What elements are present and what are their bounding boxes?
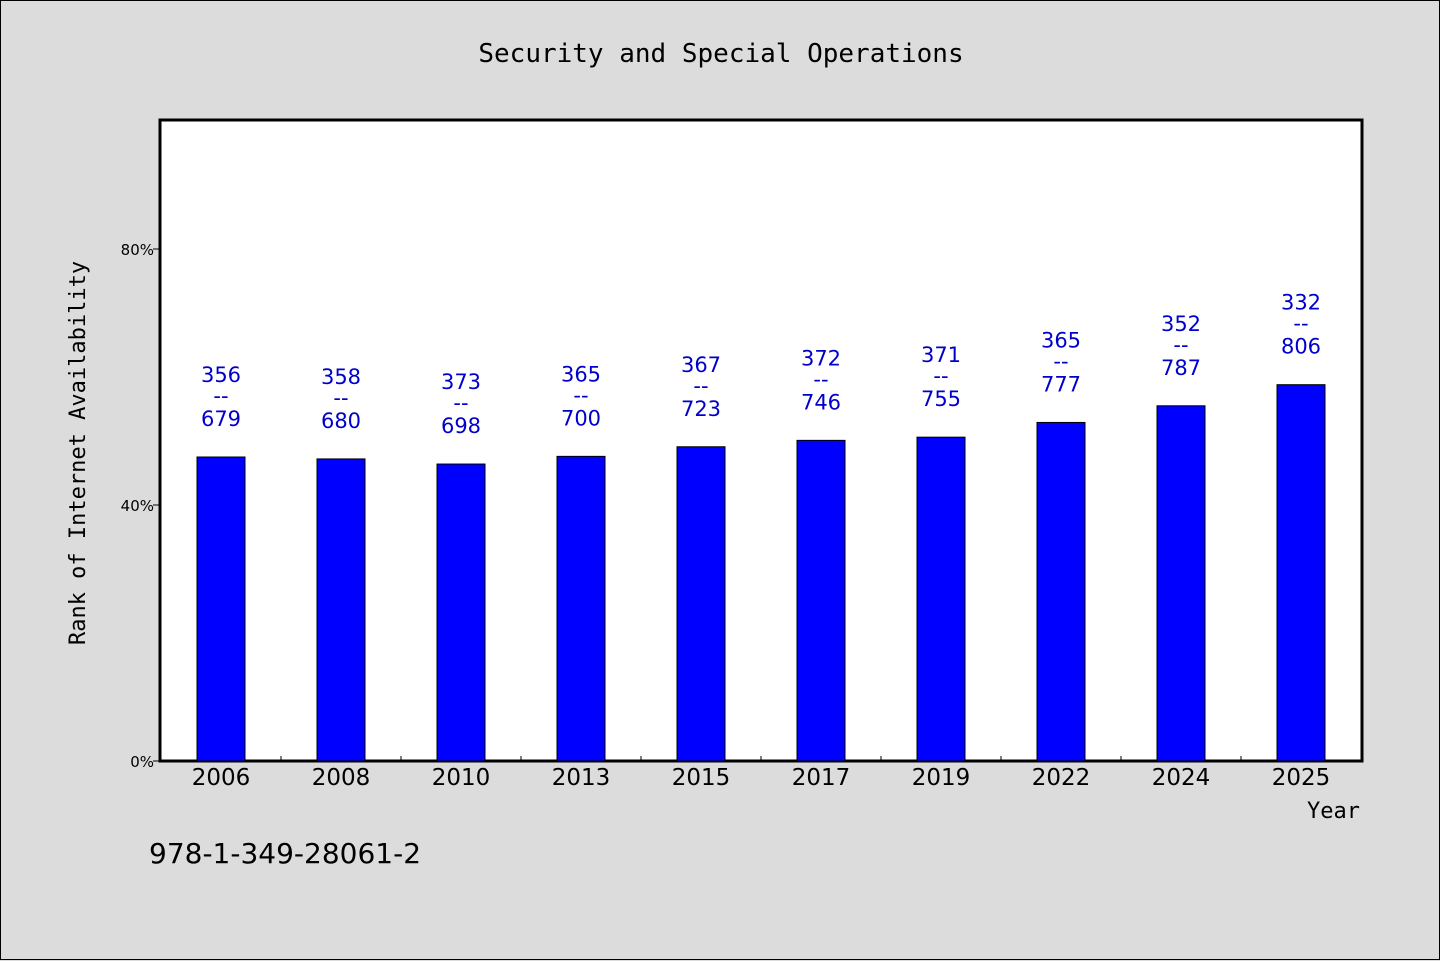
axis-ticks <box>153 248 1242 762</box>
y-tick-labels: 0% 40% 80% <box>121 241 154 771</box>
bar-label-top: 372 <box>801 346 841 370</box>
bar-label-bottom: 679 <box>201 407 241 431</box>
x-tick-label: 2006 <box>192 765 251 791</box>
bar <box>556 455 606 762</box>
bar-label-bottom: 700 <box>561 406 601 430</box>
bar-label-separator: -- <box>213 384 228 408</box>
x-axis-label: Year <box>1307 799 1360 824</box>
bar-label-bottom: 777 <box>1041 372 1081 396</box>
bar <box>196 456 246 762</box>
bar-label-bottom: 723 <box>681 397 721 421</box>
bar-label-separator: -- <box>933 364 948 388</box>
bar-label-bottom: 746 <box>801 390 841 414</box>
footnote-isbn: 978-1-349-28061-2 <box>149 837 421 870</box>
bar-label-top: 332 <box>1281 291 1321 315</box>
bar <box>1276 384 1326 762</box>
x-tick-label: 2008 <box>312 765 371 791</box>
x-tick-label: 2015 <box>672 765 731 791</box>
x-tick-label: 2019 <box>912 765 971 791</box>
bar-label-separator: -- <box>333 386 348 410</box>
bar-label-bottom: 755 <box>921 387 961 411</box>
x-tick-label: 2017 <box>792 765 851 791</box>
bar-label-top: 373 <box>441 370 481 394</box>
bar-label-separator: -- <box>573 383 588 407</box>
bar-label-top: 365 <box>1041 328 1081 352</box>
bar <box>1156 405 1206 762</box>
bar-label-bottom: 698 <box>441 414 481 438</box>
bar-label-separator: -- <box>1173 333 1188 357</box>
x-tick-label: 2022 <box>1032 765 1091 791</box>
bar-label-separator: -- <box>453 391 468 415</box>
bar <box>796 439 846 762</box>
bar-label-separator: -- <box>693 374 708 398</box>
bar-labels-group: 356--679358--680373--698365--700367--723… <box>201 291 1321 438</box>
bar-label-top: 367 <box>681 353 721 377</box>
x-tick-labels: 2006 2008 2010 2013 2015 2017 2019 2022 2024 2025 <box>192 765 1331 791</box>
bar-label-top: 358 <box>321 365 361 389</box>
bar-label-bottom: 787 <box>1161 356 1201 380</box>
bar-label-top: 352 <box>1161 312 1201 336</box>
bar <box>316 458 366 762</box>
bar-label-top: 356 <box>201 363 241 387</box>
x-tick-label: 2010 <box>432 765 491 791</box>
x-tick-label: 2013 <box>552 765 611 791</box>
bar <box>1036 421 1086 762</box>
bar <box>436 463 486 762</box>
bar <box>676 446 726 762</box>
y-axis-label: Rank of Internet Availability <box>66 261 91 645</box>
bar-label-separator: -- <box>1053 349 1068 373</box>
bar-label-bottom: 806 <box>1281 335 1321 359</box>
bar-label-separator: -- <box>813 367 828 391</box>
bar-label-separator: -- <box>1293 312 1308 336</box>
chart-title: Security and Special Operations <box>478 39 963 69</box>
bar-label-bottom: 680 <box>321 409 361 433</box>
bar-label-top: 371 <box>921 343 961 367</box>
y-tick-label: 40% <box>121 497 154 515</box>
bars-group <box>196 384 1326 762</box>
bar <box>916 436 966 762</box>
x-tick-label: 2024 <box>1152 765 1211 791</box>
y-tick-label: 0% <box>130 753 154 771</box>
y-tick-label: 80% <box>121 241 154 259</box>
bar-label-top: 365 <box>561 362 601 386</box>
x-tick-label: 2025 <box>1272 765 1331 791</box>
